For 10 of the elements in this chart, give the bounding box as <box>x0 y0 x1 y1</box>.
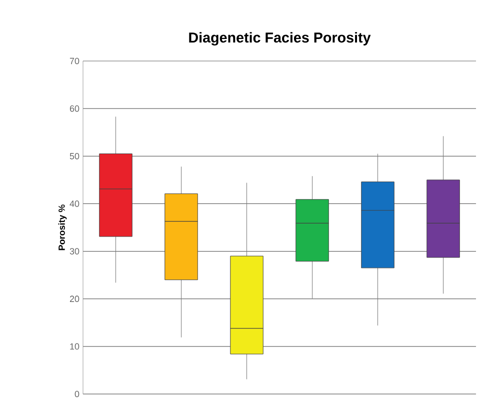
y-tick-label: 30 <box>70 248 80 254</box>
y-tick-label: 50 <box>70 152 80 160</box>
y-tick-label: 10 <box>70 343 80 350</box>
y-tick-label: 0 <box>74 390 80 398</box>
y-tick-label: 70 <box>70 58 80 64</box>
y-tick-label: 20 <box>70 296 80 302</box>
y-tick-label: 60 <box>70 105 80 112</box>
y-tick-label: 40 <box>70 200 80 207</box>
y-axis-title: Porosity % <box>58 204 67 250</box>
chart-title: Diagenetic Facies Porosity <box>189 32 371 46</box>
